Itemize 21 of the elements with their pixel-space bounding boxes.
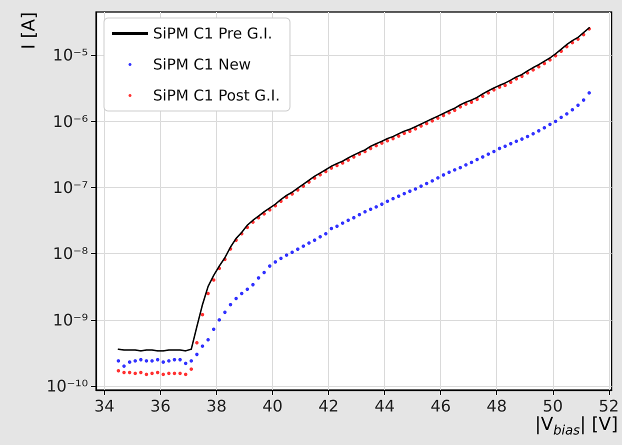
y-axis-title: I [A] — [18, 12, 40, 50]
x-tick-label: 42 — [318, 396, 339, 416]
y-tick-label: 10⁻⁶ — [52, 112, 88, 131]
x-tick-label: 46 — [430, 396, 451, 416]
y-tick-label: 10⁻⁹ — [52, 310, 88, 330]
x-tick-label: 34 — [94, 396, 115, 416]
y-tick-label: 10⁻⁵ — [52, 46, 88, 65]
legend-label: SiPM C1 Post G.I. — [153, 86, 280, 104]
x-tick-label: 50 — [542, 396, 563, 416]
y-tick-label: 10⁻¹⁰ — [46, 376, 88, 396]
legend-label: SiPM C1 Pre G.I. — [153, 24, 272, 42]
x-axis-title: |V$_{bias}$| [V] — [534, 414, 618, 439]
x-tick-label: 40 — [262, 396, 283, 416]
x-tick-label: 44 — [374, 396, 395, 416]
x-tick-label: 36 — [150, 396, 171, 416]
legend-label: SiPM C1 New — [153, 56, 251, 74]
x-tick-label: 38 — [206, 396, 227, 416]
y-tick-label: 10⁻⁸ — [52, 244, 88, 264]
x-tick-label: 48 — [486, 396, 507, 416]
y-tick-label: 10⁻⁷ — [52, 178, 88, 198]
x-tick-label: 52 — [598, 396, 619, 416]
